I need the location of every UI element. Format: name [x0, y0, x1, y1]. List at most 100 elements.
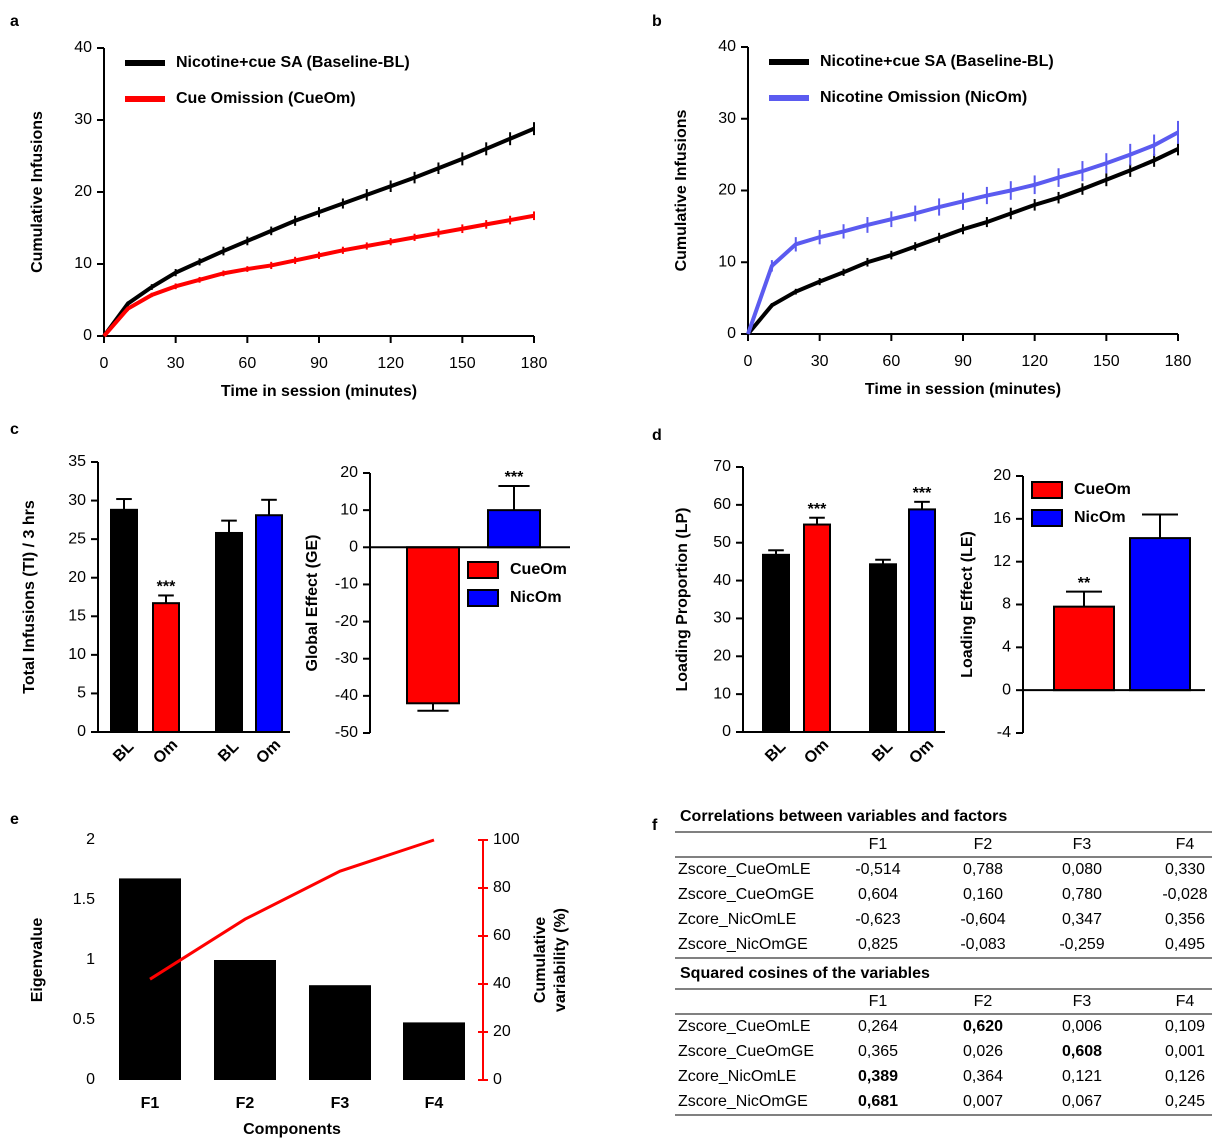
- y-tick-label: 30: [713, 610, 731, 627]
- y-tick-label: 25: [68, 530, 86, 547]
- y-tick-label: 40: [74, 39, 92, 56]
- y-tick-label: 10: [68, 646, 86, 663]
- row-label: Zscore_NicOmGE: [678, 1093, 808, 1110]
- panel-letter: f: [652, 817, 658, 834]
- legend-label: NicOm: [1074, 509, 1126, 526]
- panel-letter: e: [10, 811, 19, 828]
- table-cell: 0,495: [1165, 936, 1205, 953]
- y-axis-label: Loading Effect (LE): [959, 531, 976, 678]
- bar: [487, 509, 541, 549]
- row-label: Zscore_CueOmLE: [678, 1018, 811, 1035]
- y-tick-label: 40: [718, 38, 736, 55]
- x-tick-label: 180: [521, 355, 548, 372]
- table-cell: 0,006: [1062, 1018, 1102, 1035]
- y-tick-label: -4: [997, 724, 1011, 741]
- y-tick-label: 10: [718, 253, 736, 270]
- y-tick-label: 0: [349, 539, 358, 556]
- x-tick-label: 120: [1021, 353, 1048, 370]
- legend-swatch: [467, 561, 499, 579]
- table-header: F4: [1176, 993, 1195, 1010]
- y2-tick-label: 0: [493, 1071, 502, 1088]
- y2-tick-label: 80: [493, 879, 511, 896]
- table-cell: -0,604: [960, 911, 1005, 928]
- table-cell: 0,780: [1062, 886, 1102, 903]
- y-tick-label: 20: [68, 569, 86, 586]
- legend-swatch: [1031, 481, 1063, 499]
- table-cell: -0,259: [1059, 936, 1104, 953]
- bar: [1129, 537, 1191, 692]
- y-tick-label: 1.5: [73, 891, 95, 908]
- y-tick-label: 8: [1002, 596, 1011, 613]
- bar: [908, 508, 936, 733]
- annotation: ***: [913, 485, 932, 502]
- table-cell: 0,681: [858, 1093, 898, 1110]
- row-label: Zcore_NicOmLE: [678, 911, 796, 928]
- annotation: **: [1078, 575, 1091, 592]
- x-axis-label: Time in session (minutes): [865, 381, 1061, 398]
- y-axis-label: Cumulative Infusions: [29, 111, 46, 273]
- y-axis-label: Global Effect (GE): [304, 535, 321, 672]
- table-cell: 0,356: [1165, 911, 1205, 928]
- table-cell: 0,364: [963, 1068, 1003, 1085]
- table-cell: -0,623: [855, 911, 900, 928]
- bar: [215, 531, 243, 733]
- x-tick-label: 90: [954, 353, 972, 370]
- table-cell: 0,347: [1062, 911, 1102, 928]
- bar: [1053, 605, 1115, 692]
- y2-axis-label: variability (%): [552, 908, 569, 1012]
- x-tick-label: F3: [331, 1095, 350, 1112]
- bar: [309, 985, 371, 1080]
- y-tick-label: 70: [713, 458, 731, 475]
- table-header: F3: [1073, 836, 1092, 853]
- bar: [406, 546, 460, 705]
- y-tick-label: 0.5: [73, 1011, 95, 1028]
- y-tick-label: 10: [74, 255, 92, 272]
- y-tick-label: 1: [86, 951, 95, 968]
- y-tick-label: 2: [86, 831, 95, 848]
- row-label: Zscore_CueOmGE: [678, 886, 814, 903]
- table-cell: 0,365: [858, 1043, 898, 1060]
- row-label: Zscore_CueOmLE: [678, 861, 811, 878]
- table-cell: 0,330: [1165, 861, 1205, 878]
- series-line: [746, 147, 1179, 336]
- y-tick-label: -30: [335, 650, 358, 667]
- x-tick-label: 90: [310, 355, 328, 372]
- panel-letter: d: [652, 427, 662, 444]
- y2-tick-label: 60: [493, 927, 511, 944]
- table-cell: 0,109: [1165, 1018, 1205, 1035]
- x-tick-label: 120: [377, 355, 404, 372]
- y-axis-label: Eigenvalue: [29, 918, 46, 1003]
- y-tick-label: 30: [718, 110, 736, 127]
- row-label: Zscore_CueOmGE: [678, 1043, 814, 1060]
- x-tick-label: 0: [744, 353, 753, 370]
- y-tick-label: 0: [722, 723, 731, 740]
- y-tick-label: 30: [68, 492, 86, 509]
- y-tick-label: 0: [1002, 681, 1011, 698]
- bar: [762, 553, 790, 733]
- bar: [110, 508, 138, 734]
- legend-label: Nicotine+cue SA (Baseline-BL): [820, 53, 1054, 70]
- y-tick-label: -50: [335, 724, 358, 741]
- panel-letter: a: [10, 13, 19, 30]
- table-header: F4: [1176, 836, 1195, 853]
- table-header: F2: [974, 993, 993, 1010]
- legend-label: NicOm: [510, 589, 562, 606]
- y-axis-label: Total Infusions (TI) / 3 hrs: [21, 500, 38, 694]
- y2-tick-label: 100: [493, 831, 520, 848]
- table-cell: 0,126: [1165, 1068, 1205, 1085]
- x-tick-label: 60: [882, 353, 900, 370]
- y-tick-label: 40: [713, 572, 731, 589]
- y-tick-label: 0: [83, 327, 92, 344]
- table-cell: 0,160: [963, 886, 1003, 903]
- bar: [403, 1022, 465, 1080]
- table-cell: 0,080: [1062, 861, 1102, 878]
- table-cell: -0,028: [1162, 886, 1207, 903]
- table-cell: 0,788: [963, 861, 1003, 878]
- panel-letter: b: [652, 13, 662, 30]
- table-header: F2: [974, 836, 993, 853]
- table-cell: 0,825: [858, 936, 898, 953]
- legend-label: CueOm: [510, 561, 567, 578]
- y-tick-label: -10: [335, 576, 358, 593]
- y2-axis-label: Cumulative: [532, 917, 549, 1003]
